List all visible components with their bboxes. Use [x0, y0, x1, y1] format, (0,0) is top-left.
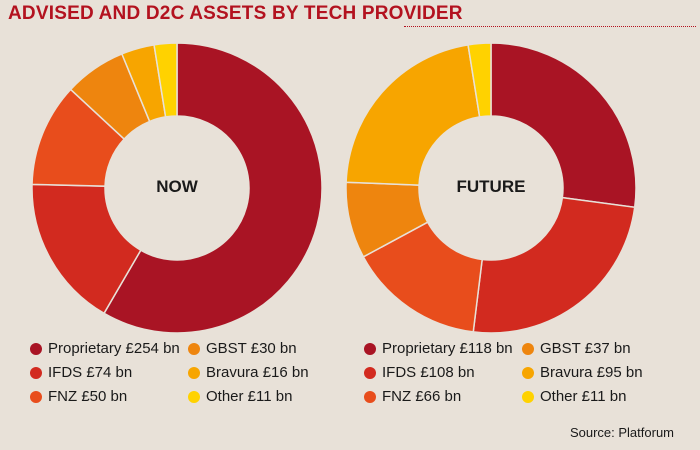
legend-future-swatch-other [522, 390, 534, 403]
legend-future-label-ifds: IFDS £108 bn [382, 364, 475, 381]
legend-now-item-fnz: FNZ £50 bn [30, 388, 127, 405]
legend-now-item-proprietary: Proprietary £254 bn [30, 340, 180, 357]
legend-future-item-fnz: FNZ £66 bn [364, 388, 461, 405]
donut-future-center-label: FUTURE [457, 177, 526, 196]
legend-now-label-gbst: GBST £30 bn [206, 340, 297, 357]
legend-now-label-fnz: FNZ £50 bn [48, 388, 128, 405]
legend-now-item-bravura: Bravura £16 bn [188, 364, 309, 381]
legend-now-label-other: Other £11 bn [206, 388, 293, 405]
legend-now-item-other: Other £11 bn [188, 388, 292, 405]
donut-future-slice-ifds [472, 196, 636, 334]
donut-now-slice-proprietary [103, 42, 323, 334]
legend-future-item-proprietary: Proprietary £118 bn [364, 340, 513, 357]
legend-future-label-bravura: Bravura £95 bn [540, 364, 643, 381]
legend-future-label-other: Other £11 bn [540, 388, 627, 405]
donut-now-center-label: NOW [156, 177, 199, 196]
legend-future-swatch-gbst [522, 342, 534, 355]
legend-now-label-ifds: IFDS £74 bn [48, 364, 133, 381]
legend-future-swatch-proprietary [364, 342, 376, 355]
donut-now-slice-other [153, 42, 178, 118]
source-note: Source: Platforum [569, 425, 674, 440]
donut-now [31, 42, 323, 334]
legend-now-label-proprietary: Proprietary £254 bn [48, 340, 180, 357]
legend-future-label-gbst: GBST £37 bn [540, 340, 631, 357]
legend-future-swatch-fnz [364, 390, 376, 403]
donut-future-slice-bravura [345, 43, 481, 186]
legend-now-label-bravura: Bravura £16 bn [206, 364, 309, 381]
legend-future-label-fnz: FNZ £66 bn [382, 388, 462, 405]
legend-now-item-ifds: IFDS £74 bn [30, 364, 132, 381]
donut-now-slice-ifds [31, 183, 142, 315]
legend-future-item-ifds: IFDS £108 bn [364, 364, 475, 381]
chart-title: ADVISED AND D2C ASSETS BY TECH PROVIDER [8, 3, 463, 24]
legend-now-item-gbst: GBST £30 bn [188, 340, 297, 357]
donut-future-slice-other [467, 42, 492, 118]
legend-future-label-proprietary: Proprietary £118 bn [382, 340, 513, 357]
legend-now-swatch-fnz [30, 390, 42, 403]
legend-now-swatch-ifds [30, 366, 42, 379]
legend-now-swatch-gbst [188, 342, 200, 355]
legend-now-swatch-proprietary [30, 342, 42, 355]
title-rule [404, 26, 696, 27]
donut-future-slice-proprietary [490, 42, 637, 209]
legend-future-item-other: Other £11 bn [522, 388, 626, 405]
donut-future [345, 42, 637, 334]
donut-charts: NOW FUTURE [31, 42, 637, 334]
legend-now-swatch-other [188, 390, 200, 403]
legend-future-item-gbst: GBST £37 bn [522, 340, 631, 357]
legend-future-item-bravura: Bravura £95 bn [522, 364, 643, 381]
legend-now-swatch-bravura [188, 366, 200, 379]
legend-future-swatch-ifds [364, 366, 376, 379]
legend-future-swatch-bravura [522, 366, 534, 379]
